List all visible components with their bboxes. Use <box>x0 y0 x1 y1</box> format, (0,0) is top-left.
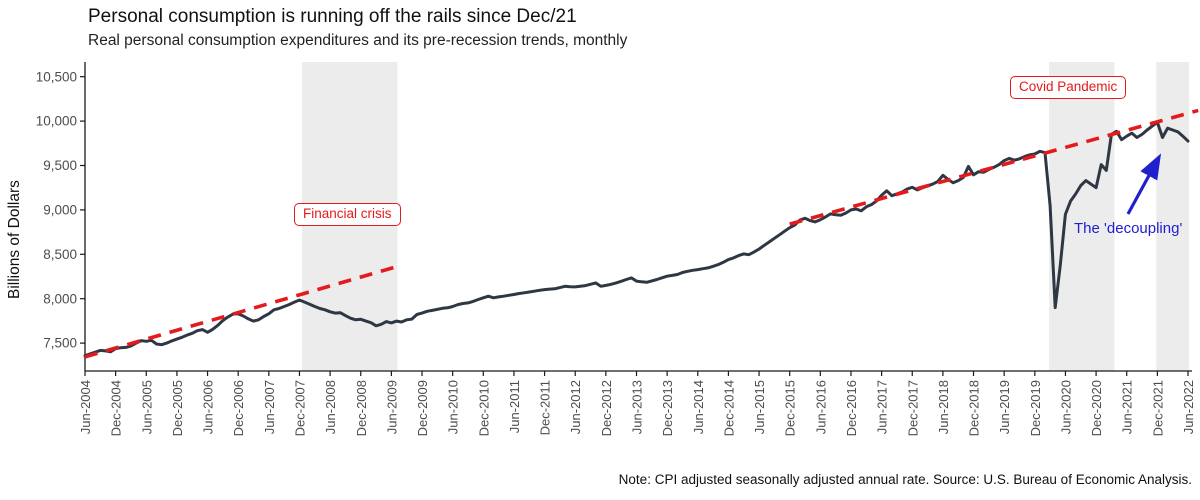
x-tick-label: Dec-2014 <box>721 380 736 436</box>
x-tick-label: Dec-2017 <box>905 380 920 436</box>
x-tick-label: Dec-2007 <box>292 380 307 436</box>
x-tick-label: Jun-2015 <box>752 380 767 434</box>
source-note: Note: CPI adjusted seasonally adjusted a… <box>618 472 1192 487</box>
chart-subtitle: Real personal consumption expenditures a… <box>88 32 628 49</box>
x-tick-label: Jun-2009 <box>384 380 399 434</box>
x-tick-label: Dec-2012 <box>599 380 614 436</box>
x-tick-label: Jun-2007 <box>262 380 277 434</box>
x-tick-label: Jun-2014 <box>691 380 706 434</box>
x-tick-label: Jun-2010 <box>446 380 461 434</box>
pce-series-line <box>83 120 1190 358</box>
x-tick-label: Jun-2022 <box>1181 380 1196 434</box>
x-tick-label: Dec-2019 <box>1028 380 1043 436</box>
decoupling-annotation: The 'decoupling' <box>1074 220 1183 237</box>
x-tick-label: Jun-2008 <box>323 380 338 434</box>
x-tick-label: Jun-2020 <box>1058 380 1073 434</box>
x-tick-label: Dec-2018 <box>967 380 982 436</box>
x-tick-label: Dec-2005 <box>170 380 185 436</box>
x-tick-label: Jun-2006 <box>201 380 216 434</box>
x-tick-label: Dec-2015 <box>783 380 798 436</box>
y-tick-label: 8,500 <box>43 247 77 262</box>
x-tick-label: Dec-2008 <box>354 380 369 436</box>
x-tick-label: Dec-2011 <box>538 380 553 435</box>
y-axis-label: Billions of Dollars <box>6 180 23 299</box>
x-tick-label: Jun-2011 <box>507 380 522 433</box>
x-tick-label: Jun-2019 <box>997 380 1012 434</box>
trend-line-1 <box>789 108 1199 226</box>
x-tick-label: Dec-2004 <box>109 380 124 436</box>
x-tick-label: Dec-2020 <box>1089 380 1104 436</box>
x-tick-label: Jun-2017 <box>875 380 890 434</box>
x-tick-label: Dec-2006 <box>231 380 246 436</box>
x-tick-label: Dec-2010 <box>476 380 491 436</box>
covid-pandemic-annotation: Covid Pandemic <box>1010 76 1127 99</box>
y-tick-label: 9,500 <box>43 158 77 173</box>
x-tick-label: Jun-2004 <box>78 380 93 434</box>
x-tick-label: Jun-2021 <box>1120 380 1135 434</box>
x-tick-label: Jun-2016 <box>813 380 828 434</box>
x-tick-label: Dec-2021 <box>1150 380 1165 436</box>
x-tick-label: Dec-2009 <box>415 380 430 436</box>
y-tick-label: 10,000 <box>36 114 77 129</box>
financial-crisis-annotation: Financial crisis <box>294 203 401 226</box>
y-tick-label: 7,500 <box>43 336 77 351</box>
x-tick-label: Dec-2013 <box>660 380 675 436</box>
x-tick-label: Jun-2018 <box>936 380 951 434</box>
y-tick-label: 10,500 <box>36 69 77 84</box>
recession-band-1 <box>1049 62 1115 371</box>
decoupling-arrow-icon <box>1126 153 1162 215</box>
trend-line-0 <box>84 265 397 359</box>
y-tick-label: 9,000 <box>43 203 77 218</box>
recession-band-2 <box>1156 62 1190 371</box>
x-tick-label: Dec-2016 <box>844 380 859 436</box>
x-tick-label: Jun-2005 <box>139 380 154 434</box>
x-tick-label: Jun-2012 <box>568 380 583 434</box>
chart-title: Personal consumption is running off the … <box>88 6 577 27</box>
y-tick-label: 8,000 <box>43 291 77 306</box>
x-tick-label: Jun-2013 <box>630 380 645 434</box>
